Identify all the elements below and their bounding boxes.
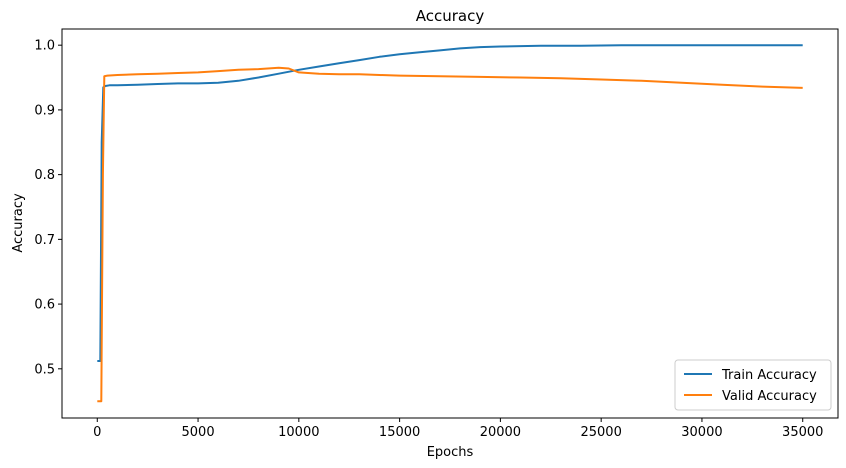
- x-tick-label: 15000: [379, 425, 420, 440]
- y-axis-title: Accuracy: [11, 193, 26, 253]
- y-tick-label: 0.6: [34, 298, 55, 313]
- legend-box: [674, 359, 832, 411]
- chart-title: Accuracy: [416, 7, 485, 25]
- y-tick-label: 0.8: [34, 168, 55, 183]
- series-line-valid-accuracy: [97, 66, 803, 403]
- x-tick-label: 0: [93, 425, 101, 440]
- y-tick-label: 0.9: [34, 103, 55, 118]
- x-tick-label: 5000: [182, 425, 215, 440]
- y-tick-label: 0.5: [34, 362, 55, 377]
- legend: Train Accuracy Valid Accuracy: [674, 359, 832, 411]
- legend-label-valid: Valid Accuracy: [722, 389, 817, 404]
- x-axis-title: Epochs: [427, 445, 474, 460]
- y-tick-label: 1.0: [34, 39, 55, 54]
- plot-frame: [61, 28, 839, 419]
- x-tick-label: 10000: [278, 425, 319, 440]
- x-tick-label: 35000: [782, 425, 823, 440]
- x-tick-label: 20000: [480, 425, 521, 440]
- x-tick-label: 25000: [580, 425, 621, 440]
- x-tick-label: 30000: [681, 425, 722, 440]
- series-line-train-accuracy: [97, 44, 803, 362]
- y-axis-ticks: 0.5 0.6 0.7 0.8 0.9 1.0: [34, 39, 62, 377]
- legend-label-train: Train Accuracy: [721, 368, 817, 383]
- x-axis-ticks: 0 5000 10000 15000 20000 25000 30000 35000: [93, 418, 823, 440]
- y-tick-label: 0.7: [34, 233, 55, 248]
- plot-lines: [97, 44, 803, 403]
